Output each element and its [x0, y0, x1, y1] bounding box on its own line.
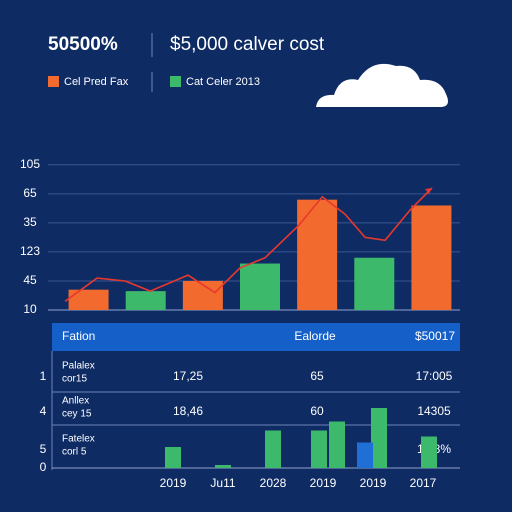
x-tick-label: 2017	[410, 476, 437, 490]
row-index: 4	[40, 404, 47, 418]
table-cell: 17:005	[416, 369, 453, 383]
y-tick-label: 35	[23, 215, 37, 229]
table-cell: 65	[310, 369, 324, 383]
bar	[215, 465, 231, 468]
bar	[125, 291, 166, 310]
bar	[165, 447, 181, 468]
legend-swatch	[170, 76, 181, 87]
x-tick-label: 2019	[360, 476, 387, 490]
row-name: corl 5	[62, 447, 87, 458]
table-cell: 60	[310, 404, 324, 418]
bar	[329, 421, 345, 468]
bar	[357, 442, 373, 468]
y-tick-label: 123	[20, 244, 40, 258]
row-index: 5	[40, 442, 47, 456]
table-header: Fation	[62, 329, 95, 343]
row-name: Palalex	[62, 361, 95, 372]
y-tick-label: 0	[40, 460, 47, 474]
y-tick-label: 10	[23, 302, 37, 316]
row-name: cor15	[62, 374, 87, 385]
line	[64, 187, 433, 302]
bar	[182, 280, 223, 310]
bar	[297, 199, 338, 310]
bar	[68, 289, 109, 310]
y-tick-label: 65	[23, 186, 37, 200]
bar	[265, 430, 281, 468]
bar	[240, 263, 280, 310]
kpi: 50500%	[48, 34, 118, 55]
row-name: Fatelex	[62, 434, 95, 445]
x-tick-label: Ju11	[210, 476, 235, 490]
row-index: 1	[40, 369, 47, 383]
x-tick-label: 2019	[310, 476, 337, 490]
legend-swatch	[48, 76, 59, 87]
table-header-band	[52, 323, 460, 351]
bar	[354, 257, 395, 310]
table-cell: 17,25	[173, 369, 203, 383]
x-tick-label: 2019	[160, 476, 187, 490]
table-cell: 18,46	[173, 404, 203, 418]
row-name: cey 15	[62, 409, 92, 420]
x-tick-label: 2028	[260, 476, 287, 490]
bar	[411, 205, 452, 310]
table-header: $50017	[415, 329, 455, 343]
legend-label: Cel Pred Fax	[64, 76, 129, 88]
arrow-head	[425, 188, 432, 195]
table-header: Ealorde	[294, 329, 336, 343]
row-name: Anllex	[62, 396, 89, 407]
y-tick-label: 105	[20, 157, 40, 171]
bar	[421, 436, 437, 468]
bar	[311, 430, 327, 468]
y-tick-label: 45	[23, 273, 37, 287]
legend-label: Cat Celer 2013	[186, 76, 260, 88]
cloud	[316, 63, 448, 107]
title: $5,000 calver cost	[170, 34, 325, 55]
bar	[371, 408, 387, 468]
table-cell: 14305	[417, 404, 451, 418]
